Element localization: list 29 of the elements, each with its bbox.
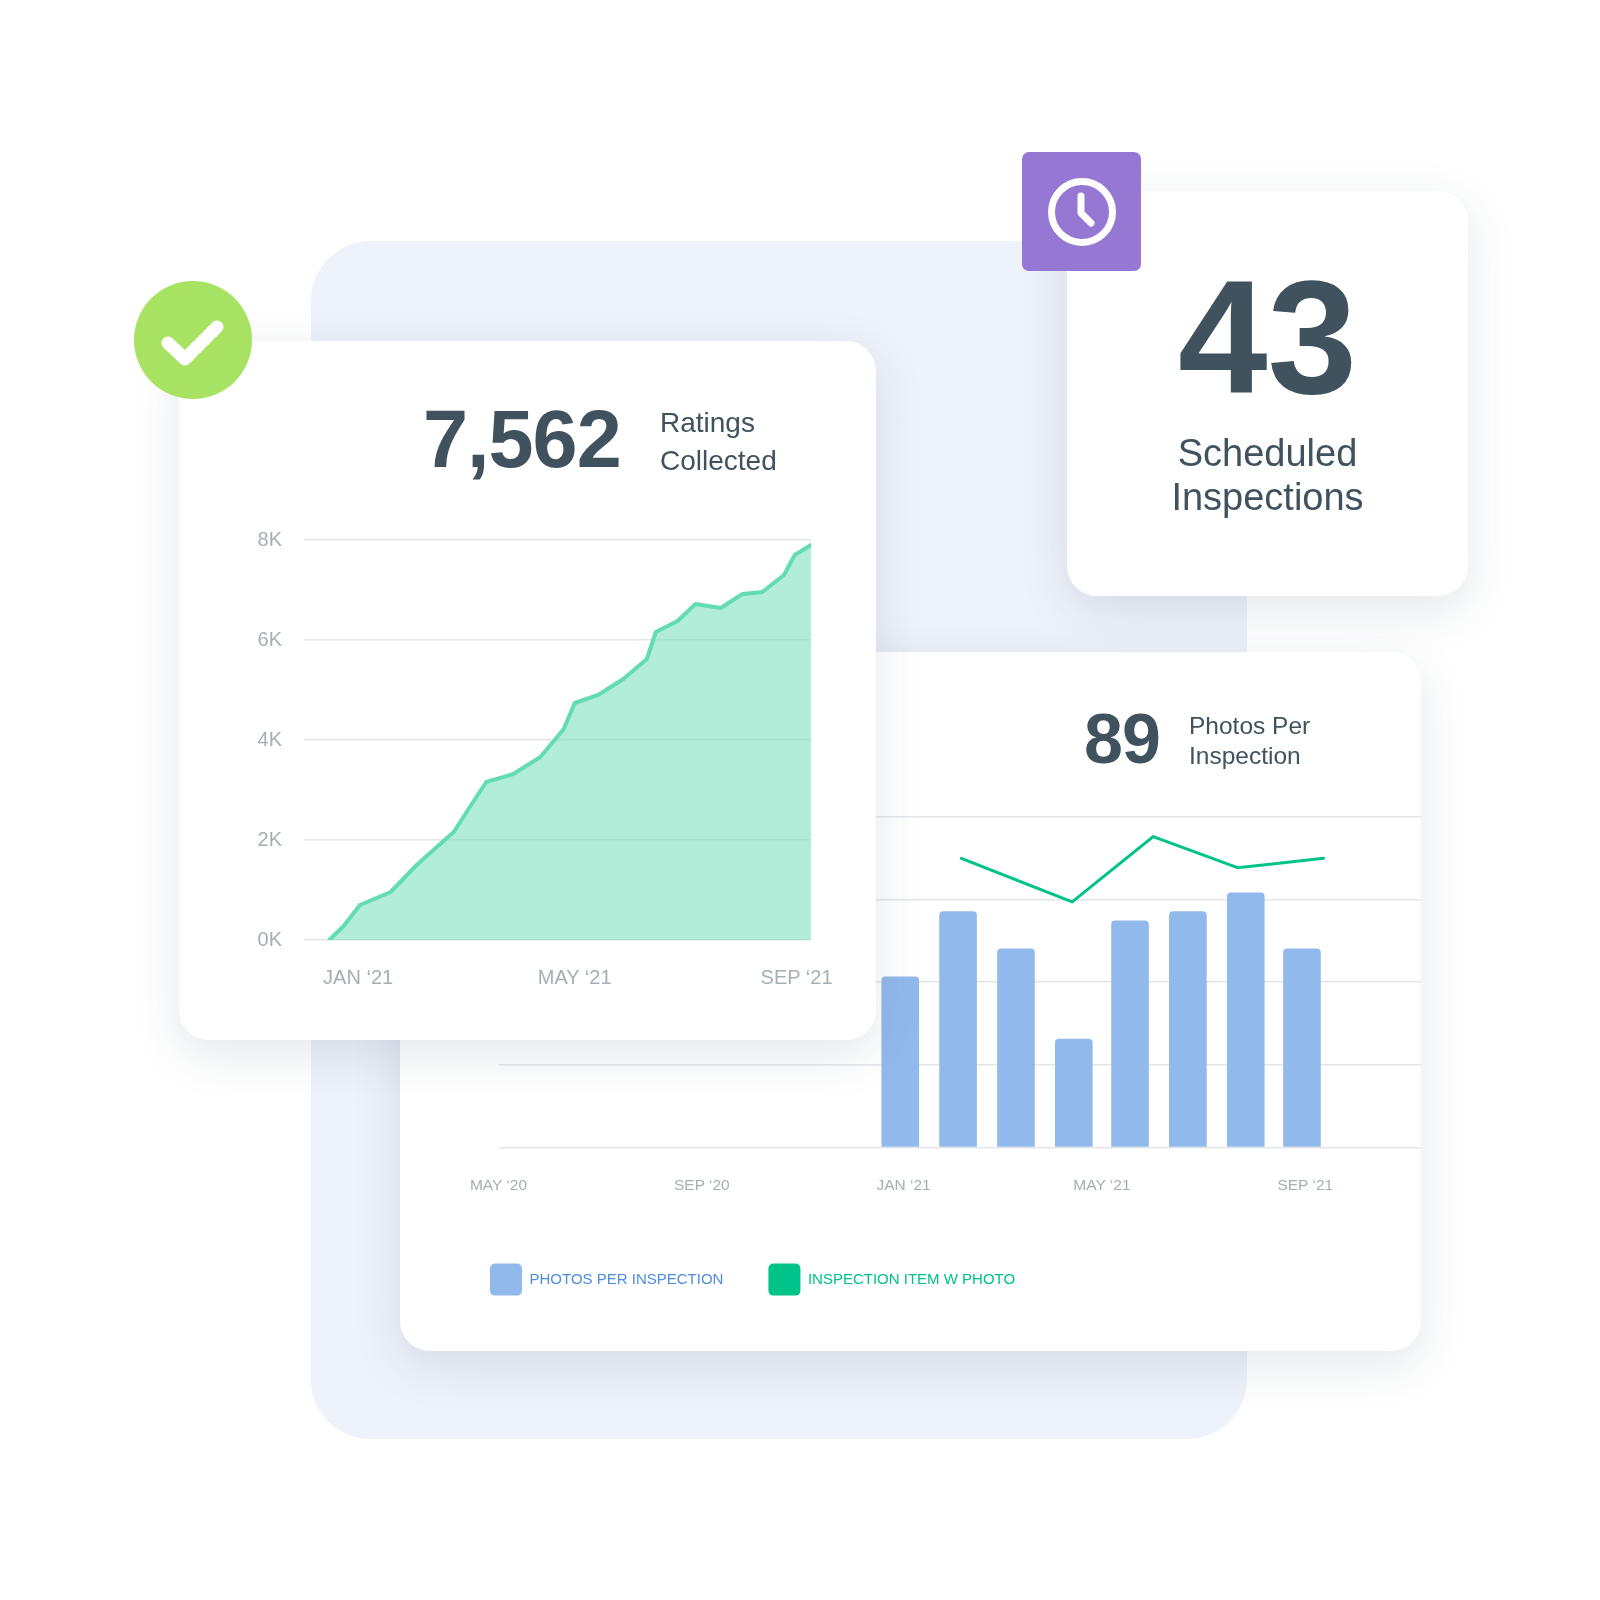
x-tick-label: MAY ‘21 <box>1073 1176 1131 1194</box>
y-tick-label: 0K <box>257 927 283 950</box>
x-tick-label: SEP ‘21 <box>1277 1176 1334 1194</box>
x-tick-label: JAN ‘21 <box>876 1176 931 1194</box>
text: Scheduled Inspections <box>1170 431 1365 519</box>
chart-title: 7,562 <box>423 394 621 484</box>
bar <box>881 976 920 1147</box>
bar <box>1226 892 1265 1147</box>
x-tick-label: MAY ‘20 <box>469 1176 528 1194</box>
text: 43 <box>1176 247 1359 427</box>
legend-label: PHOTOS PER INSPECTION <box>529 1269 724 1287</box>
bar <box>997 948 1035 1147</box>
bar <box>1111 920 1149 1147</box>
x-tick-label: JAN ‘21 <box>323 965 394 988</box>
bar <box>939 911 977 1147</box>
legend-label: INSPECTION ITEM W PHOTO <box>807 1269 1016 1287</box>
bar <box>1283 948 1321 1147</box>
y-tick-label: 4K <box>257 727 283 750</box>
chart-subtitle: Photos Per Inspection <box>1189 711 1312 771</box>
x-tick-label: SEP ‘20 <box>673 1176 731 1194</box>
bar <box>1054 1038 1093 1147</box>
x-tick-label: SEP ‘21 <box>760 965 833 988</box>
x-tick-label: MAY ‘21 <box>537 965 612 988</box>
y-tick-label: 8K <box>257 527 283 550</box>
y-tick-label: 6K <box>257 627 283 650</box>
chart-subtitle: Ratings Collected <box>660 406 778 478</box>
bar <box>1169 911 1207 1147</box>
chart-title: 89 <box>1084 700 1160 778</box>
y-tick-label: 2K <box>257 827 283 850</box>
